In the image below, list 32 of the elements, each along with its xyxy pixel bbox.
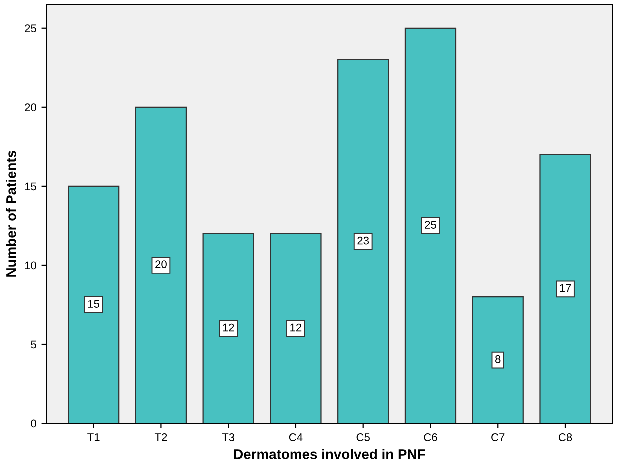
y-tick-label: 20 (25, 104, 36, 112)
bar (540, 154, 592, 424)
y-tick-label: 5 (31, 340, 36, 349)
x-tick-label: C5 (356, 434, 370, 442)
bar (338, 59, 390, 424)
x-tick-label: T3 (222, 434, 235, 442)
y-tick-label: 0 (31, 420, 36, 428)
data-label: 15 (88, 300, 100, 308)
data-label: 20 (156, 260, 167, 268)
bar (472, 296, 524, 424)
x-tick-label: C7 (492, 434, 505, 442)
x-tick-label: T1 (88, 434, 100, 442)
data-label: 25 (425, 221, 436, 229)
bar (135, 106, 188, 424)
y-tick-label: 15 (25, 182, 36, 191)
x-tick-label: T2 (154, 434, 168, 442)
data-label: 23 (358, 236, 370, 245)
y-tick-label: 10 (25, 262, 36, 270)
y-tick-label: 25 (25, 24, 36, 33)
bar (404, 28, 457, 424)
data-label: 12 (290, 324, 302, 332)
y-axis-title: Number of Patients (6, 151, 16, 277)
x-tick-label: C6 (424, 434, 438, 442)
data-label: 8 (496, 355, 501, 364)
data-label: 17 (560, 284, 572, 292)
bar (68, 186, 120, 424)
x-tick-label: C4 (289, 434, 303, 442)
data-label: 12 (223, 324, 234, 332)
bar (270, 233, 322, 424)
x-axis-title: Dermatomes involved in PNF (234, 449, 426, 460)
bar (202, 233, 254, 424)
x-tick-label: C8 (558, 434, 572, 442)
